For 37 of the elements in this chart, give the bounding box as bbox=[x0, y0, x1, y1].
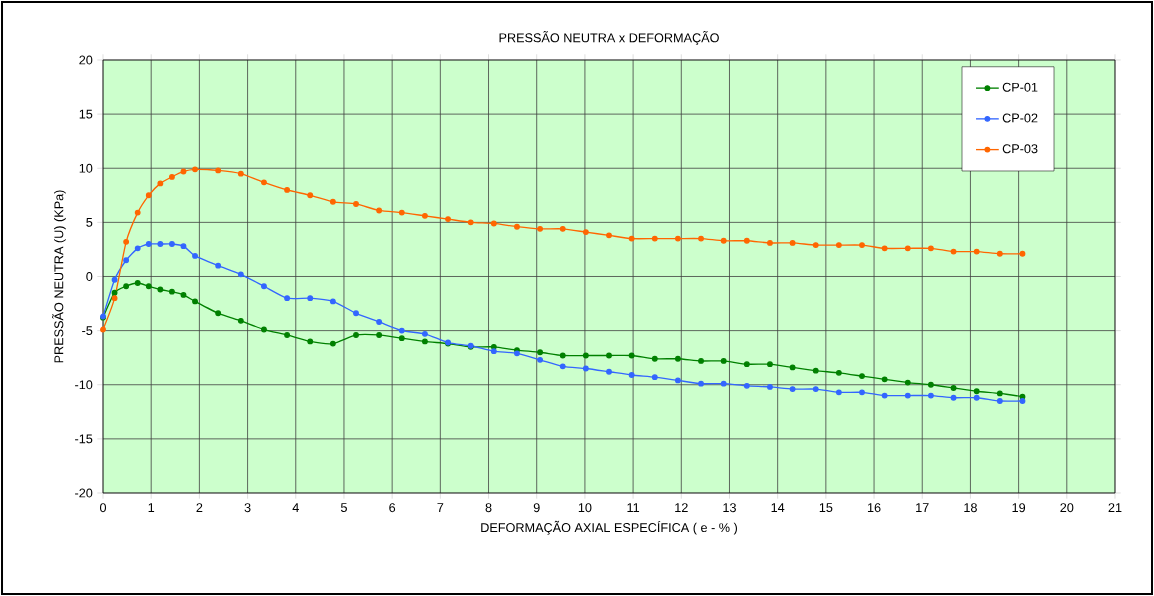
x-tick-label: 8 bbox=[485, 503, 492, 513]
legend-label: CP-02 bbox=[1002, 113, 1038, 123]
y-tick-label: 15 bbox=[79, 109, 93, 119]
x-tick-label: 14 bbox=[771, 503, 785, 512]
x-tick-label: 15 bbox=[819, 503, 833, 512]
x-tick-label: 0 bbox=[99, 503, 107, 513]
x-tick-label: 7 bbox=[437, 503, 444, 512]
x-tick-label: 12 bbox=[675, 503, 688, 513]
y-tick-label: -15 bbox=[75, 434, 93, 444]
x-tick-label: 17 bbox=[916, 503, 929, 512]
legend-label: CP-03 bbox=[1002, 144, 1038, 154]
legend-label: CP-01 bbox=[1002, 82, 1038, 92]
y-tick-label: -10 bbox=[75, 380, 93, 390]
y-tick-label: 20 bbox=[79, 55, 93, 65]
x-tick-label: 16 bbox=[867, 503, 881, 513]
y-tick-label: 5 bbox=[86, 217, 93, 227]
x-tick-label: 10 bbox=[578, 503, 592, 513]
x-tick-label: 18 bbox=[964, 503, 977, 513]
y-tick-label: 0 bbox=[86, 272, 93, 281]
x-tick-label: 19 bbox=[1012, 503, 1026, 513]
x-tick-label: 3 bbox=[244, 503, 251, 513]
x-tick-label: 21 bbox=[1108, 503, 1122, 513]
x-tick-label: 6 bbox=[389, 503, 396, 513]
x-tick-label: 5 bbox=[340, 503, 347, 512]
x-axis-title: DEFORMAÇÃO AXIAL ESPECÍFICA ( e - % ) bbox=[481, 520, 737, 535]
x-tick-label: 13 bbox=[723, 503, 736, 513]
x-tick-label: 1 bbox=[148, 503, 155, 512]
y-tick-label: 10 bbox=[79, 163, 93, 173]
x-tick-label: 11 bbox=[627, 503, 640, 512]
y-axis-title: PRESSÃO NEUTRA (U) (KPa) bbox=[52, 190, 66, 363]
y-tick-label: -5 bbox=[82, 326, 93, 336]
x-tick-label: 9 bbox=[533, 503, 540, 513]
x-tick-label: 20 bbox=[1060, 503, 1074, 513]
chart-title: PRESSÃO NEUTRA x DEFORMAÇÃO bbox=[499, 31, 719, 45]
x-tick-label: 4 bbox=[292, 503, 299, 512]
x-tick-label: 2 bbox=[196, 503, 203, 513]
y-tick-label: -20 bbox=[75, 488, 93, 498]
